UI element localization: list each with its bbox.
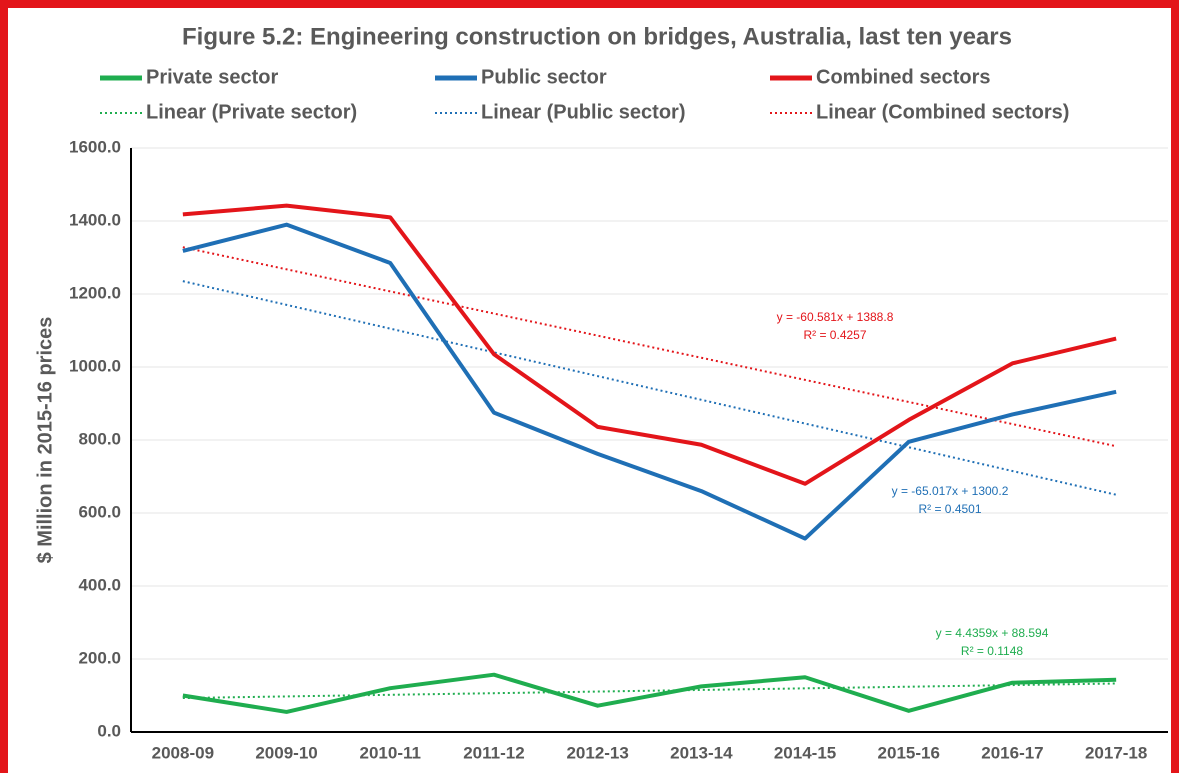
y-tick-label: 1400.0 [69,210,121,229]
trend-equation: y = -65.017x + 1300.2 [892,484,1009,498]
x-tick-label: 2012-13 [566,743,628,762]
y-axis-label: $ Million in 2015-16 prices [34,317,56,564]
x-tick-label: 2013-14 [670,743,733,762]
series-line [182,203,1117,486]
legend-label: Linear (Public sector) [481,101,686,123]
legend-label: Linear (Combined sectors) [816,101,1069,123]
trend-equation: y = -60.581x + 1388.8 [777,310,894,324]
y-tick-label: 200.0 [78,648,121,667]
x-tick-label: 2014-15 [774,743,836,762]
x-tick-label: 2010-11 [360,743,421,762]
y-tick-label: 1000.0 [69,356,121,375]
x-tick-label: 2011-12 [463,743,524,762]
legend-label: Private sector [146,66,279,88]
x-tick-label: 2008-09 [152,743,214,762]
legend-label: Public sector [481,66,607,88]
legend-label: Linear (Private sector) [146,101,357,123]
x-tick-label: 2017-18 [1085,743,1147,762]
series-line [182,672,1117,714]
trend-equation: R² = 0.4501 [918,502,981,516]
trend-line [182,682,1117,700]
trend-equation: y = 4.4359x + 88.594 [936,626,1049,640]
trend-line [182,246,1117,448]
trend-equation: R² = 0.4257 [803,328,866,342]
y-tick-label: 800.0 [78,429,121,448]
y-tick-label: 400.0 [78,575,121,594]
trend-equation: R² = 0.1148 [961,644,1023,658]
series-line [182,222,1117,541]
x-tick-label: 2009-10 [255,743,317,762]
y-tick-label: 1200.0 [69,283,121,302]
x-tick-label: 2016-17 [981,743,1043,762]
legend-label: Combined sectors [816,66,990,88]
chart-title: Figure 5.2: Engineering construction on … [182,23,1012,50]
x-tick-label: 2015-16 [878,743,940,762]
y-tick-label: 1600.0 [69,137,121,156]
y-tick-label: 0.0 [97,721,121,740]
y-tick-label: 600.0 [78,502,121,521]
